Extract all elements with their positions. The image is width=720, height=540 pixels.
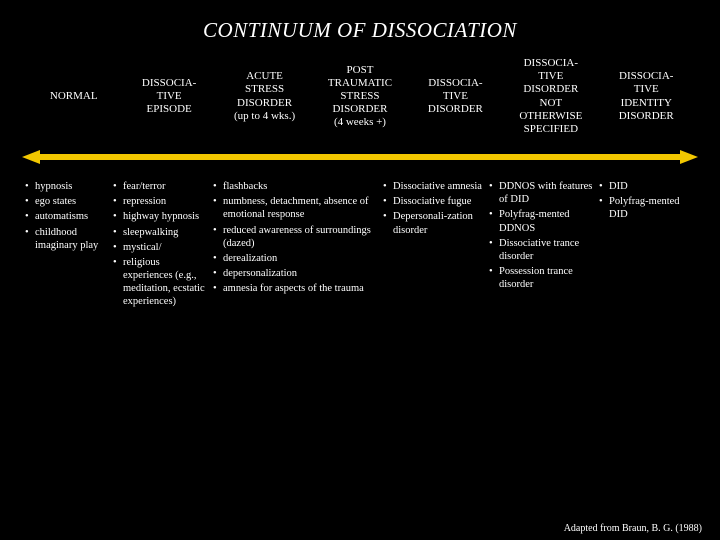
list-item: Polyfrag-mented DDNOS — [489, 208, 593, 234]
list-item: DID — [599, 180, 689, 193]
list-item: religious experiences (e.g., meditation,… — [113, 256, 207, 309]
header-acute-stress: ACUTESTRESSDISORDER(up to 4 wks.) — [217, 70, 312, 123]
list-item: Depersonali-zation disorder — [383, 210, 483, 236]
header-did: DISSOCIA-TIVEIDENTITYDISORDER — [599, 70, 694, 123]
arrow-head-right — [680, 150, 698, 164]
header-normal: NORMAL — [26, 90, 121, 103]
credit-text: Adapted from Braun, B. G. (1988) — [564, 523, 702, 534]
list-item: childhood imaginary play — [25, 226, 107, 252]
list-item: amnesia for aspects of the trauma — [213, 282, 377, 295]
list-item: repression — [113, 195, 207, 208]
col-ddnos: DDNOS with features of DID Polyfrag-ment… — [486, 180, 596, 530]
list-item: hypnosis — [25, 180, 107, 193]
list-item: reduced awareness of surroundings (dazed… — [213, 224, 377, 250]
arrow-head-left — [22, 150, 40, 164]
list-item: Possession trance disorder — [489, 265, 593, 291]
list-item: Polyfrag-mented DID — [599, 195, 689, 221]
list-item: derealization — [213, 252, 377, 265]
col-acute-ptsd: flashbacks numbness, detachment, absence… — [210, 180, 380, 530]
list-item: ego states — [25, 195, 107, 208]
columns: hypnosis ego states automatisms childhoo… — [22, 180, 698, 530]
slide-title: CONTINUUM OF DISSOCIATION — [22, 18, 698, 43]
list-item: DDNOS with features of DID — [489, 180, 593, 206]
list-item: Dissociative amnesia — [383, 180, 483, 193]
list-item: Dissociative trance disorder — [489, 237, 593, 263]
continuum-headers: NORMAL DISSOCIA-TIVEEPISODE ACUTESTRESSD… — [22, 57, 698, 136]
continuum-arrow — [22, 148, 698, 166]
col-normal: hypnosis ego states automatisms childhoo… — [22, 180, 110, 530]
header-dissociative-episode: DISSOCIA-TIVEEPISODE — [121, 77, 216, 117]
col-dissociative-disorder: Dissociative amnesia Dissociative fugue … — [380, 180, 486, 530]
list-item: sleepwalking — [113, 226, 207, 239]
list-item: highway hypnosis — [113, 210, 207, 223]
list-item: depersonalization — [213, 267, 377, 280]
header-ddnos: DISSOCIA-TIVEDISORDERNOTOTHERWISESPECIFI… — [503, 57, 598, 136]
list-item: numbness, detachment, absence of emotion… — [213, 195, 377, 221]
list-item: mystical/ — [113, 241, 207, 254]
col-episode: fear/terror repression highway hypnosis … — [110, 180, 210, 530]
slide: CONTINUUM OF DISSOCIATION NORMAL DISSOCI… — [0, 0, 720, 540]
double-arrow-icon — [22, 148, 698, 166]
list-item: fear/terror — [113, 180, 207, 193]
list-item: flashbacks — [213, 180, 377, 193]
list-item: Dissociative fugue — [383, 195, 483, 208]
header-dissociative-disorder: DISSOCIA-TIVEDISORDER — [408, 77, 503, 117]
col-did: DID Polyfrag-mented DID — [596, 180, 692, 530]
header-ptsd: POSTTRAUMATICSTRESSDISORDER(4 weeks +) — [312, 64, 407, 130]
list-item: automatisms — [25, 210, 107, 223]
